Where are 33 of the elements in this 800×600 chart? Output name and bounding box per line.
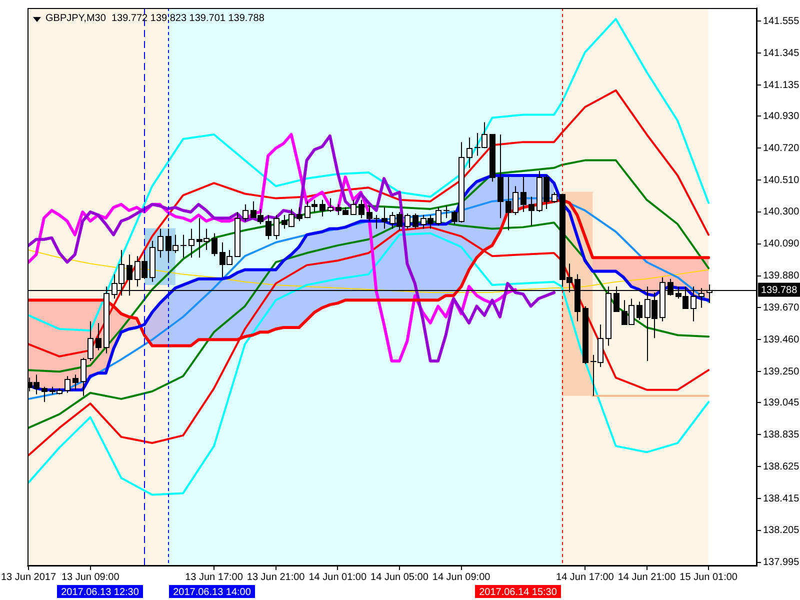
ref-line-label: 2017.06.13 14:00 [173,586,252,598]
x-tick-label: 14 Jun 09:00 [432,572,491,583]
x-tick-label: 13 Jun 17:00 [185,572,244,583]
y-tick-label: 138.835 [763,429,800,440]
x-tick-label: 13 Jun 21:00 [246,572,306,583]
x-tick-label: 13 Jun 09:00 [61,572,120,583]
y-tick-label: 140.930 [763,110,800,122]
y-tick-label: 140.300 [763,206,800,218]
y-tick-label: 138.415 [763,493,800,504]
y-tick-label: 139.880 [763,270,800,282]
y-tick-label: 139.250 [763,366,800,378]
y-tick-label: 139.670 [763,302,800,314]
x-tick-label: 14 Jun 01:00 [308,572,367,583]
y-tick-label: 141.555 [763,16,800,27]
y-tick-label: 140.720 [763,142,800,154]
y-tick-label: 137.995 [763,557,800,568]
y-tick-label: 141.135 [763,80,800,91]
y-tick-label: 139.460 [763,334,800,346]
y-tick-label: 141.345 [763,48,800,59]
y-tick-label: 139.045 [763,398,800,408]
x-tick-label: 13 Jun 2017 [0,572,56,583]
text: GBPJPY,M30 139.772 139.823 139.701 139.788 [45,12,265,24]
ref-line-label: 2017.06.14 15:30 [479,586,558,598]
y-tick-label: 140.090 [763,238,800,250]
x-tick-label: 14 Jun 21:00 [618,572,676,583]
y-tick-label: 138.625 [763,461,800,472]
x-tick-label: 14 Jun 05:00 [370,572,429,583]
y-tick-label: 140.510 [763,174,800,186]
ref-line-label: 2017.06.13 12:30 [61,586,140,598]
x-tick-label: 15 Jun 01:00 [680,572,738,583]
x-tick-label: 14 Jun 17:00 [556,572,614,583]
ref-line-label: 139.788 [761,285,798,296]
y-tick-label: 138.205 [763,525,800,536]
